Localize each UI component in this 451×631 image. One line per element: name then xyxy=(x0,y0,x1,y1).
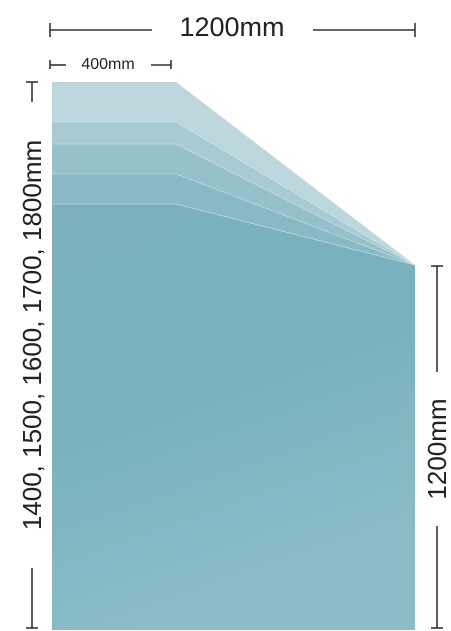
flat-width-dimension: 400mm xyxy=(49,56,172,73)
panel-layer-1400 xyxy=(52,204,415,630)
panel-edge-1700 xyxy=(52,121,416,266)
panel-edge-1400 xyxy=(52,203,416,266)
left-height-label: 1400, 1500, 1600, 1700, 1800mm xyxy=(17,140,47,530)
right-height-dimension: 1200mm xyxy=(422,265,451,629)
panel-edge-1600 xyxy=(52,143,416,266)
panel-edge-1500 xyxy=(52,173,416,266)
left-height-dimension: 1400, 1500, 1600, 1700, 1800mm xyxy=(17,81,47,629)
top-width-label: 1200mm xyxy=(179,12,284,42)
top-width-dimension: 1200mm xyxy=(49,12,416,42)
flat-width-label: 400mm xyxy=(81,56,134,73)
right-height-label: 1200mm xyxy=(422,398,451,499)
